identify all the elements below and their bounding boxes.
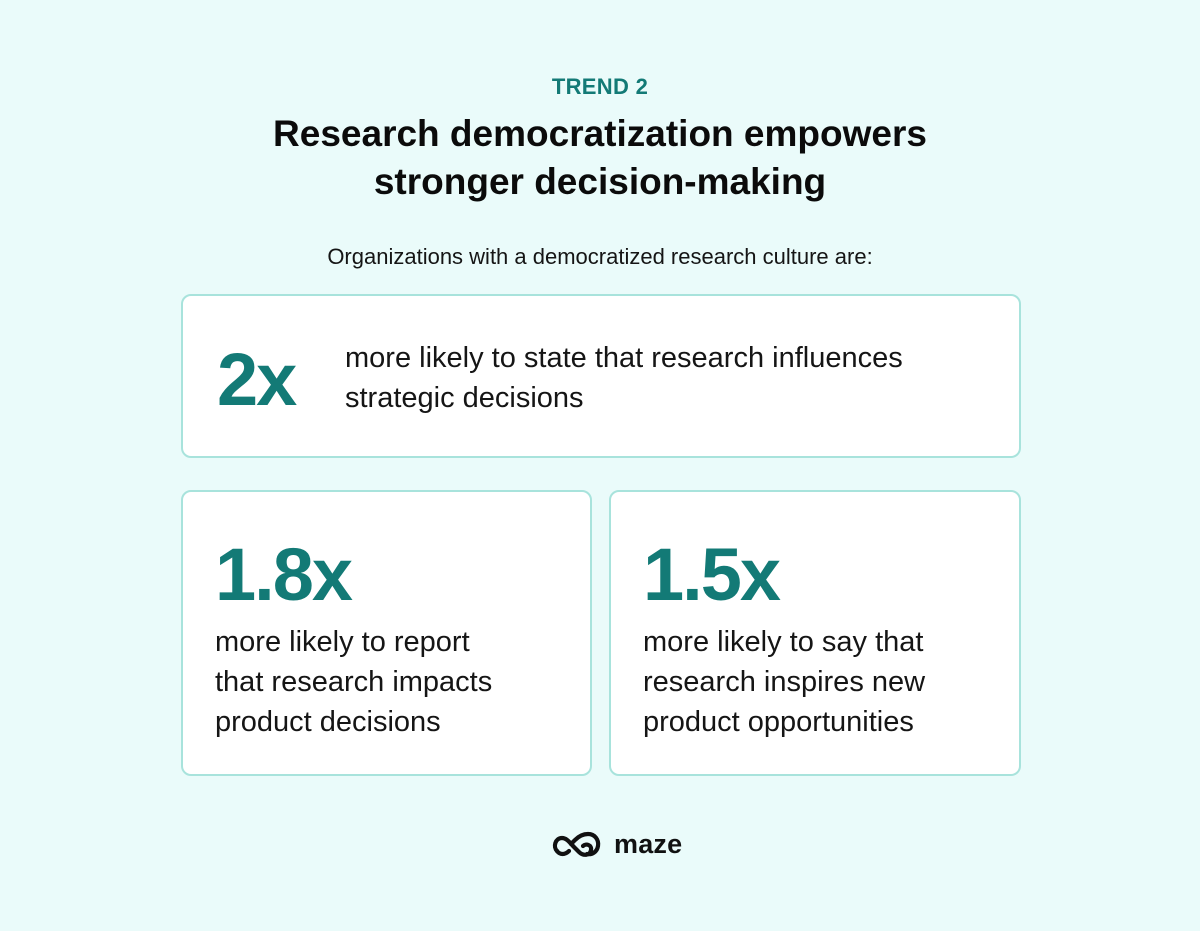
stat-description: more likely to say that research inspire… — [643, 622, 993, 742]
stat-description-line: more likely to report — [215, 626, 470, 658]
stat-description-line: research inspires new — [643, 666, 926, 698]
stat-description-line: product opportunities — [643, 706, 914, 738]
page-title: Research democratization empowers strong… — [0, 110, 1200, 206]
stat-description-line: strategic decisions — [345, 382, 584, 414]
maze-logo-icon — [552, 831, 601, 857]
maze-wordmark: maze — [614, 828, 683, 859]
stat-description: more likely to state that research influ… — [345, 338, 1005, 418]
maze-logo: maze — [552, 826, 682, 862]
stat-value: 1.5x — [643, 533, 781, 616]
stat-card-strategic: 2x more likely to state that research in… — [181, 294, 1021, 458]
page-title-line-2: stronger decision-making — [373, 161, 827, 202]
stat-description-line: more likely to state that research influ… — [345, 342, 903, 374]
intro-text: Organizations with a democratized resear… — [327, 244, 873, 269]
stat-value: 2x — [217, 338, 297, 421]
stat-description-line: more likely to say that — [643, 626, 924, 658]
stat-description-line: product decisions — [215, 706, 441, 738]
page-title-line-1: Research democratization empowers — [273, 113, 927, 154]
trend-label: TREND 2 — [551, 74, 649, 99]
stat-description-line: that research impacts — [215, 666, 493, 698]
stat-value: 1.8x — [215, 533, 353, 616]
stat-description: more likely to report that research impa… — [215, 622, 565, 742]
stat-card-product-opportunities: 1.5x more likely to say that research in… — [609, 490, 1021, 776]
stat-card-product-decisions: 1.8x more likely to report that research… — [181, 490, 592, 776]
